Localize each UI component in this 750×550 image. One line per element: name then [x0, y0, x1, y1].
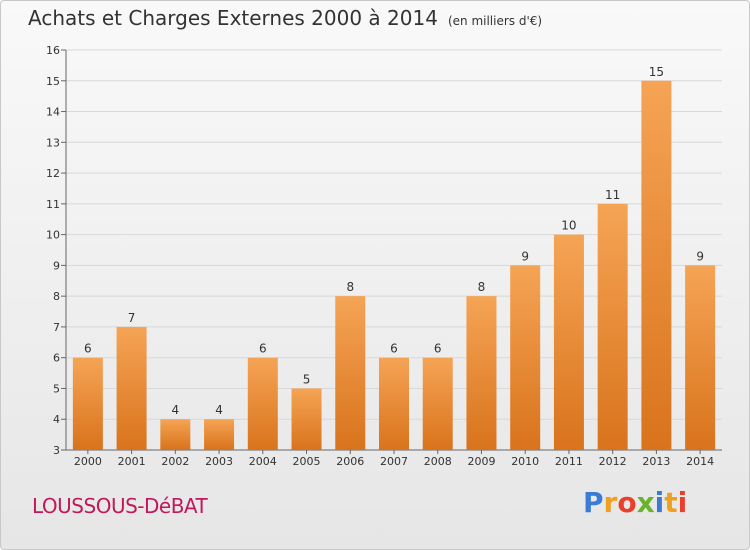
y-tick-label: 13 [46, 136, 60, 149]
y-tick-label: 12 [46, 167, 60, 180]
y-tick-label: 14 [46, 106, 60, 119]
value-label-2013: 15 [649, 65, 664, 79]
bar-2001 [116, 326, 147, 450]
logo-letter: P [583, 486, 604, 519]
bar-2010 [510, 265, 541, 450]
logo-letter: o [617, 486, 637, 519]
value-label-2002: 4 [172, 403, 180, 417]
value-label-2005: 5 [303, 372, 311, 386]
chart-title: Achats et Charges Externes 2000 à 2014 (e… [28, 6, 542, 30]
logo-letter: r [603, 486, 618, 519]
proxiti-logo: Proxiti [583, 486, 687, 519]
bar-2014 [685, 265, 716, 450]
chart-subtitle: (en milliers d'€) [447, 14, 543, 28]
y-tick-label: 6 [53, 352, 60, 365]
bar-2011 [553, 234, 584, 450]
logo-letter: i [677, 486, 688, 519]
bar-2008 [422, 357, 453, 450]
bar-2002 [160, 419, 191, 450]
x-tick-label-2009: 2009 [467, 455, 495, 468]
bar-2000 [72, 357, 103, 450]
bar-2009 [466, 296, 497, 450]
place-name: LOUSSOUS-DéBAT [32, 494, 208, 518]
x-tick-label-2011: 2011 [555, 455, 583, 468]
y-tick-label: 5 [53, 382, 60, 395]
x-tick-label-2010: 2010 [511, 455, 539, 468]
x-tick-label-2000: 2000 [74, 455, 102, 468]
y-tick-label: 11 [46, 198, 60, 211]
x-tick-label-2006: 2006 [336, 455, 364, 468]
y-tick-label: 10 [46, 229, 60, 242]
value-label-2014: 9 [696, 249, 704, 263]
labels: 3 4 5 6 7 8 9 10 11 12 13 14 15 16 6 2000 7 2001 4 2002 4 200… [46, 44, 714, 468]
x-tick-label-2007: 2007 [380, 455, 408, 468]
bar-2012 [597, 203, 628, 450]
value-label-2000: 6 [84, 342, 92, 356]
y-tick-label: 15 [46, 75, 60, 88]
bar-2013 [641, 80, 672, 451]
value-label-2009: 8 [478, 280, 486, 294]
bar-2004 [247, 357, 278, 450]
bar-2005 [291, 388, 322, 450]
x-tick-label-2002: 2002 [161, 455, 189, 468]
value-label-2011: 10 [561, 219, 576, 233]
x-tick-label-2012: 2012 [599, 455, 627, 468]
bars [72, 80, 716, 451]
value-label-2007: 6 [390, 342, 398, 356]
y-tick-label: 16 [46, 44, 60, 57]
value-label-2012: 11 [605, 188, 620, 202]
x-tick-label-2004: 2004 [249, 455, 277, 468]
x-tick-label-2005: 2005 [293, 455, 321, 468]
value-label-2003: 4 [215, 403, 223, 417]
value-label-2008: 6 [434, 342, 442, 356]
logo-letter: i [654, 486, 665, 519]
logo-letter: x [636, 486, 655, 519]
x-tick-label-2001: 2001 [118, 455, 146, 468]
y-tick-label: 8 [53, 290, 60, 303]
bar-2007 [379, 357, 409, 450]
y-tick-label: 4 [53, 413, 60, 426]
value-label-2004: 6 [259, 342, 267, 356]
x-tick-label-2014: 2014 [686, 455, 714, 468]
value-label-2006: 8 [346, 280, 354, 294]
logo-letter: t [664, 486, 678, 519]
x-tick-label-2008: 2008 [424, 455, 452, 468]
y-tick-label: 9 [53, 259, 60, 272]
bar-2003 [204, 419, 235, 450]
bar-2006 [335, 296, 366, 450]
value-label-2010: 9 [521, 249, 529, 263]
chart-title-text: Achats et Charges Externes 2000 à 2014 [28, 6, 438, 30]
x-tick-label-2003: 2003 [205, 455, 233, 468]
y-tick-label: 3 [53, 444, 60, 457]
y-tick-label: 7 [53, 321, 60, 334]
value-label-2001: 7 [128, 311, 136, 325]
x-tick-label-2013: 2013 [642, 455, 670, 468]
